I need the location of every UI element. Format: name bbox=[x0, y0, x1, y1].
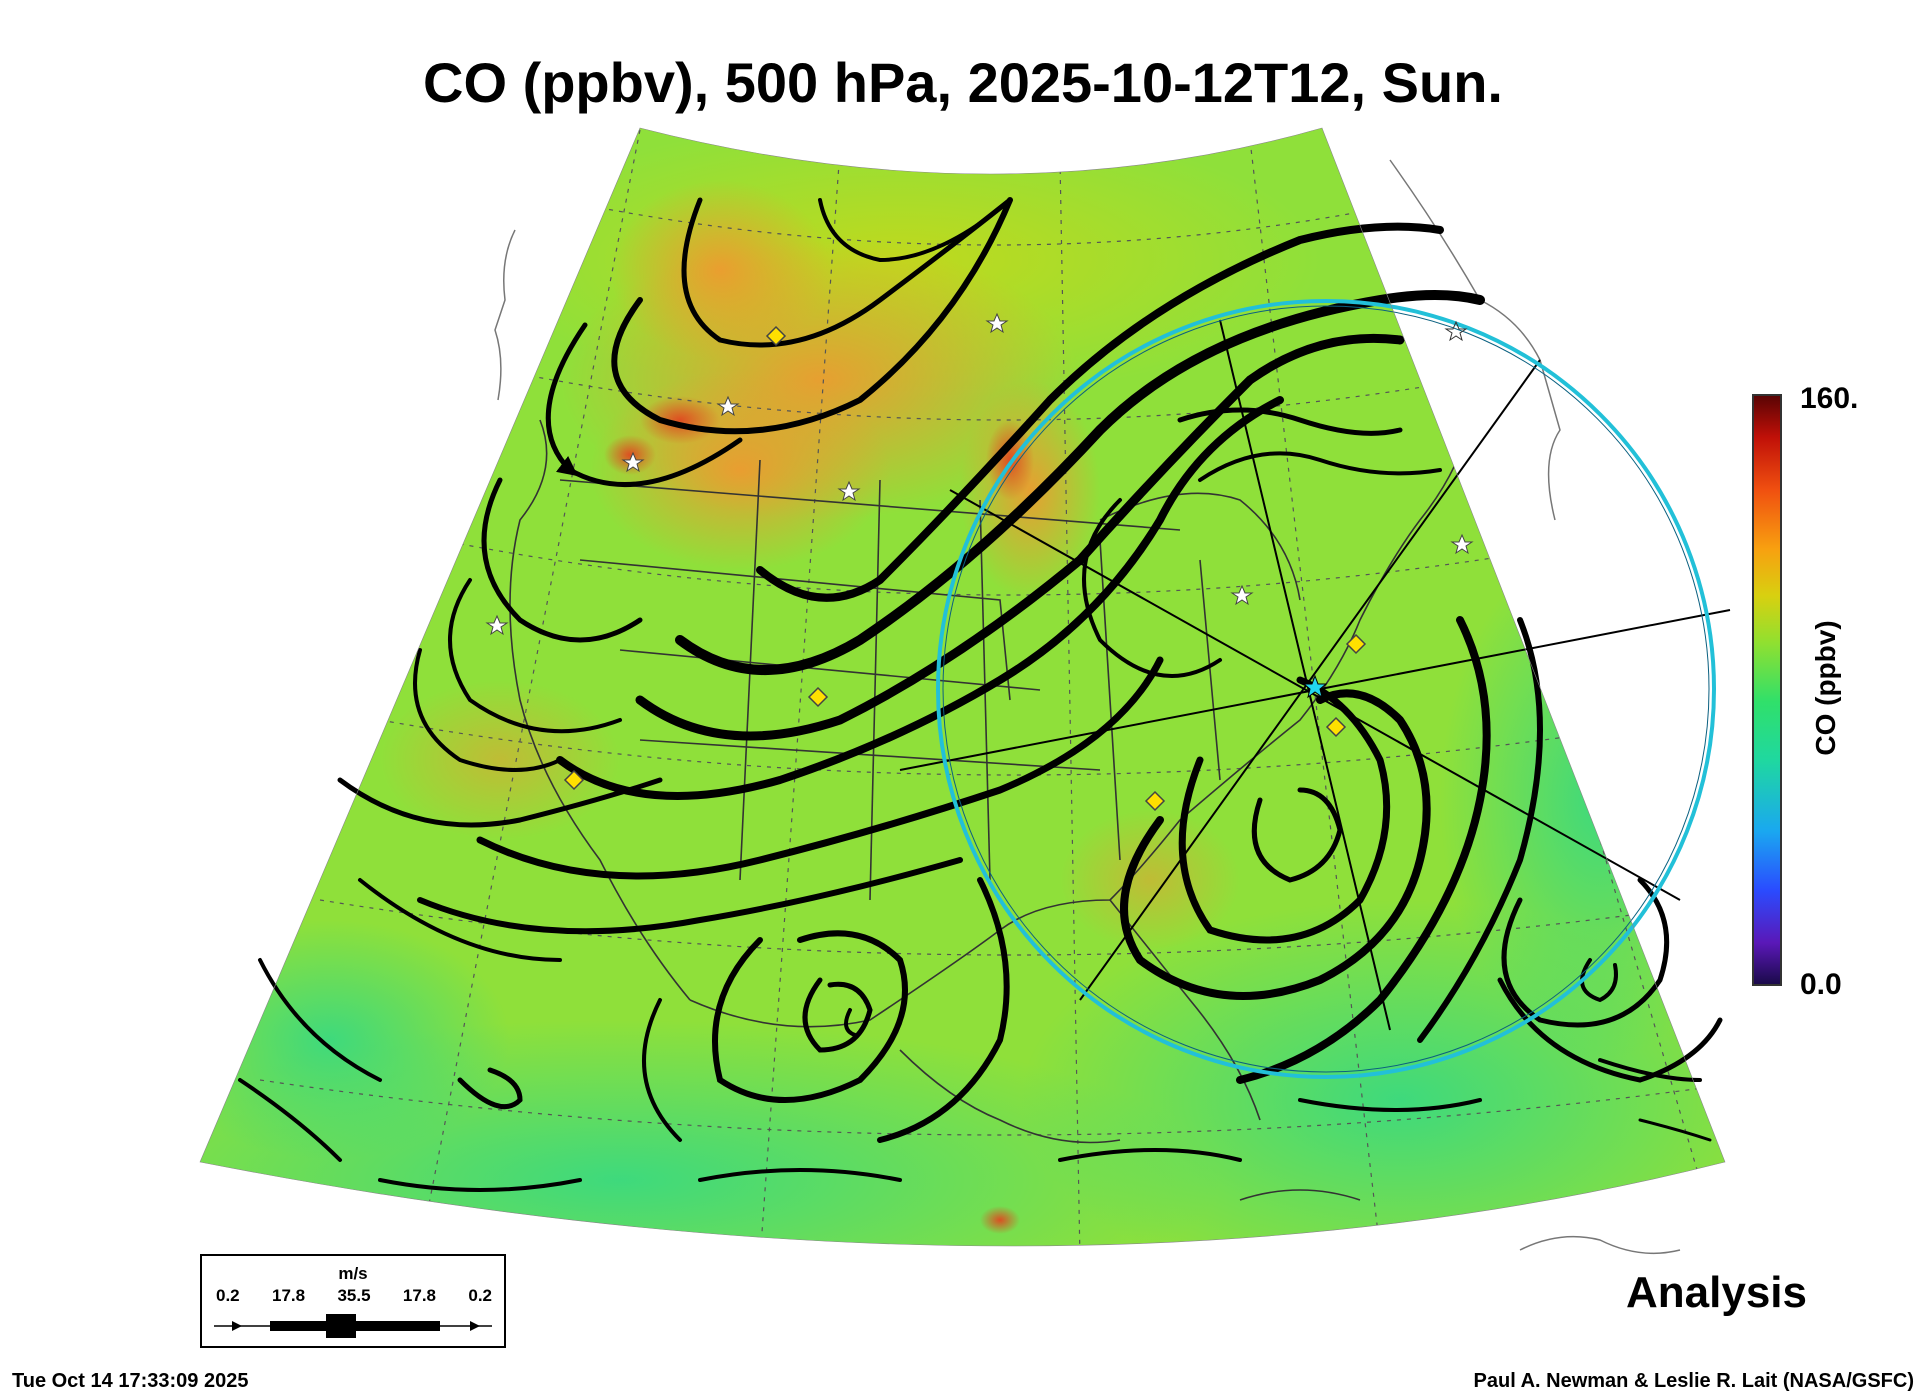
domain-outline bbox=[199, 127, 1726, 1247]
star-icon bbox=[837, 480, 861, 502]
diamond-icon bbox=[765, 325, 787, 347]
colorbar-max-label: 160. bbox=[1800, 382, 1859, 415]
diamond-icon bbox=[1144, 790, 1166, 812]
center-star-icon bbox=[1302, 674, 1328, 699]
wind-speed-legend: m/s 0.2 17.8 35.5 17.8 0.2 bbox=[200, 1254, 506, 1348]
wind-unit-label: m/s bbox=[338, 1264, 368, 1283]
footer-timestamp: Tue Oct 14 17:33:09 2025 bbox=[12, 1370, 249, 1392]
diamond-icon bbox=[563, 769, 585, 791]
star-icon bbox=[985, 312, 1009, 334]
product-label: Analysis bbox=[1626, 1268, 1807, 1317]
footer-credit: Paul A. Newman & Leslie R. Lait (NASA/GS… bbox=[1473, 1370, 1914, 1392]
diamond-icon bbox=[1345, 633, 1367, 655]
wind-scale-values: 0.2 17.8 35.5 17.8 0.2 bbox=[216, 1286, 492, 1306]
colorbar bbox=[1752, 394, 1782, 986]
station-star-markers bbox=[485, 312, 1474, 636]
star-icon bbox=[485, 614, 509, 636]
wind-scale-value: 17.8 bbox=[402, 1286, 436, 1305]
outer-coastline bbox=[494, 159, 1681, 1255]
wind-scale-arrow-icon bbox=[214, 1314, 492, 1338]
star-icon bbox=[1444, 320, 1468, 342]
star-icon bbox=[1450, 533, 1474, 555]
map-title: CO (ppbv), 500 hPa, 2025-10-12T12, Sun. bbox=[423, 51, 1503, 114]
colorbar-min-label: 0.0 bbox=[1800, 968, 1842, 1001]
colorbar-title: CO (ppbv) bbox=[1810, 620, 1841, 756]
wind-streamlines bbox=[238, 197, 1723, 1192]
star-icon bbox=[1230, 584, 1254, 606]
star-icon bbox=[621, 451, 645, 473]
wind-scale-value: 35.5 bbox=[337, 1286, 371, 1305]
range-ring bbox=[936, 299, 1716, 1079]
wind-scale-value: 17.8 bbox=[272, 1286, 306, 1305]
site-diamond-markers bbox=[563, 325, 1367, 812]
diamond-icon bbox=[807, 686, 829, 708]
wind-scale-value: 0.2 bbox=[468, 1286, 492, 1305]
star-icon bbox=[716, 395, 740, 417]
diamond-icon bbox=[1325, 716, 1347, 738]
wind-scale-value: 0.2 bbox=[216, 1286, 240, 1305]
